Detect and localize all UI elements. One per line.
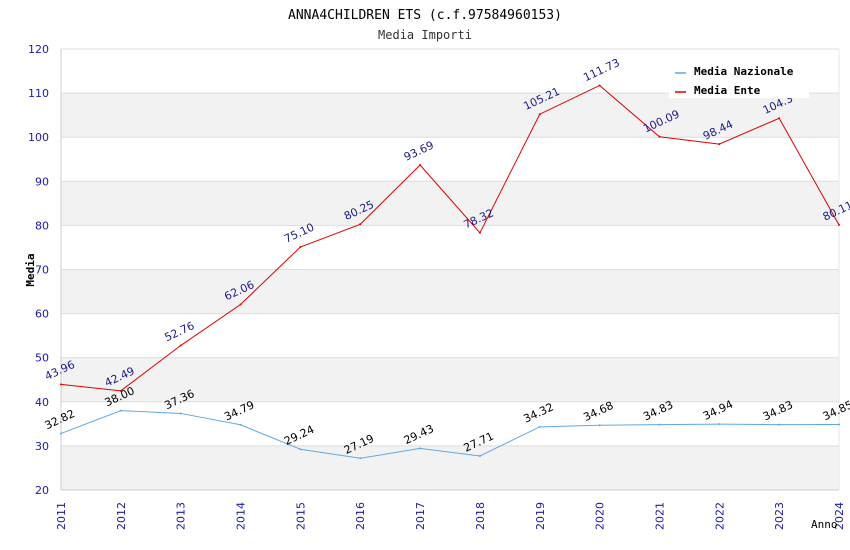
y-tick-label: 30 bbox=[35, 440, 49, 453]
series-point-0 bbox=[179, 412, 182, 415]
y-tick-label: 20 bbox=[35, 484, 49, 497]
series-point-1 bbox=[838, 223, 840, 226]
x-tick-label: 2021 bbox=[653, 502, 666, 530]
series-line-0 bbox=[60, 410, 840, 459]
band bbox=[61, 269, 839, 314]
series-point-1 bbox=[239, 303, 242, 306]
y-tick-label: 120 bbox=[28, 43, 49, 56]
x-tick-label: 2017 bbox=[414, 502, 427, 530]
series-lines bbox=[60, 84, 840, 460]
series-point-0 bbox=[718, 423, 721, 426]
band bbox=[61, 93, 839, 138]
series-point-0 bbox=[60, 432, 62, 435]
x-tick-label: 2022 bbox=[713, 502, 726, 530]
x-tick-label: 2014 bbox=[235, 502, 248, 530]
x-axis-ticks: 2011 2012 2013 2014 2015 2016 2017 2018 2019 2020… bbox=[55, 502, 846, 530]
series-point-1 bbox=[179, 344, 182, 347]
series-point-1 bbox=[658, 135, 661, 138]
band bbox=[61, 357, 839, 402]
x-tick-label: 2019 bbox=[534, 502, 547, 530]
y-tick-label: 70 bbox=[35, 264, 49, 277]
series-point-1 bbox=[419, 164, 422, 167]
series-point-0 bbox=[658, 423, 661, 426]
y-tick-label: 80 bbox=[35, 219, 49, 232]
series-point-0 bbox=[419, 447, 422, 450]
series-point-0 bbox=[239, 423, 242, 426]
chart-title: ANNA4CHILDREN ETS (c.f.97584960153) bbox=[288, 8, 562, 23]
series-point-1 bbox=[538, 113, 541, 116]
series-point-1 bbox=[119, 389, 122, 392]
series-point-0 bbox=[778, 423, 781, 426]
band bbox=[61, 181, 839, 226]
series-point-0 bbox=[119, 409, 122, 412]
x-axis-label: Anno bbox=[811, 518, 838, 531]
x-tick-label: 2023 bbox=[773, 502, 786, 530]
x-tick-label: 2013 bbox=[175, 502, 188, 530]
y-tick-label: 110 bbox=[28, 87, 49, 100]
series-point-0 bbox=[838, 423, 840, 426]
gridlines bbox=[60, 48, 840, 491]
x-tick-label: 2024 bbox=[833, 502, 846, 530]
x-tick-label: 2016 bbox=[354, 502, 367, 530]
y-tick-label: 90 bbox=[35, 175, 49, 188]
y-tick-label: 100 bbox=[28, 131, 49, 144]
series-point-0 bbox=[478, 454, 481, 457]
series-point-1 bbox=[598, 84, 601, 87]
band bbox=[61, 445, 839, 490]
legend: Media Nazionale Media Ente bbox=[669, 60, 809, 98]
series-point-1 bbox=[299, 246, 302, 249]
series-point-1 bbox=[778, 117, 781, 120]
series-point-1 bbox=[60, 383, 62, 386]
series-line-1 bbox=[60, 84, 840, 392]
series-point-0 bbox=[299, 448, 302, 451]
series-point-0 bbox=[538, 425, 541, 428]
y-tick-label: 60 bbox=[35, 308, 49, 321]
x-tick-label: 2012 bbox=[115, 502, 128, 530]
legend-box bbox=[669, 60, 809, 98]
y-axis-label: Media bbox=[24, 253, 37, 286]
legend-label-nazionale: Media Nazionale bbox=[694, 65, 794, 78]
x-tick-label: 2011 bbox=[55, 502, 68, 530]
x-tick-label: 2015 bbox=[294, 502, 307, 530]
series-point-1 bbox=[718, 143, 721, 146]
y-axis-ticks: 20 30 40 50 60 70 80 90 100 110 120 bbox=[28, 43, 49, 497]
x-tick-label: 2018 bbox=[474, 502, 487, 530]
series-point-0 bbox=[359, 457, 362, 460]
series-point-1 bbox=[478, 231, 481, 234]
series-point-1 bbox=[359, 223, 362, 226]
legend-label-ente: Media Ente bbox=[694, 84, 761, 97]
chart-subtitle: Media Importi bbox=[378, 28, 472, 42]
y-tick-label: 40 bbox=[35, 396, 49, 409]
series-point-0 bbox=[598, 424, 601, 427]
x-tick-label: 2020 bbox=[594, 502, 607, 530]
y-tick-label: 50 bbox=[35, 352, 49, 365]
